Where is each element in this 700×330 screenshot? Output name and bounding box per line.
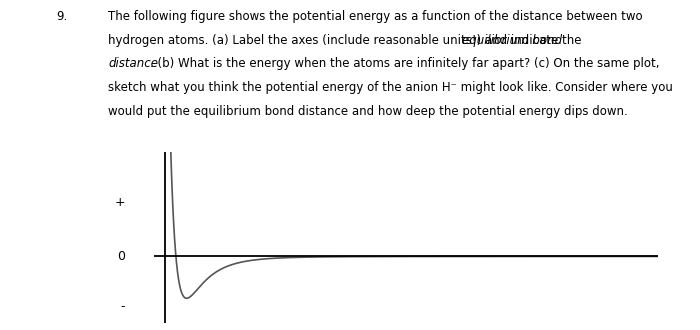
Text: The following figure shows the potential energy as a function of the distance be: The following figure shows the potential…: [108, 10, 643, 23]
Text: distance: distance: [108, 57, 158, 70]
Text: -: -: [120, 300, 125, 313]
Text: equilibrium bond: equilibrium bond: [462, 34, 562, 47]
Text: sketch what you think the potential energy of the anion H⁻ might look like. Cons: sketch what you think the potential ener…: [108, 81, 673, 94]
Text: 0: 0: [117, 250, 125, 263]
Text: 9.: 9.: [56, 10, 67, 23]
Text: +: +: [114, 195, 125, 209]
Text: hydrogen atoms. (a) Label the axes (include reasonable units!) and indicate the: hydrogen atoms. (a) Label the axes (incl…: [108, 34, 586, 47]
Text: would put the equilibrium bond distance and how deep the potential energy dips d: would put the equilibrium bond distance …: [108, 105, 629, 118]
Text: . (b) What is the energy when the atoms are infinitely far apart? (c) On the sam: . (b) What is the energy when the atoms …: [150, 57, 659, 70]
